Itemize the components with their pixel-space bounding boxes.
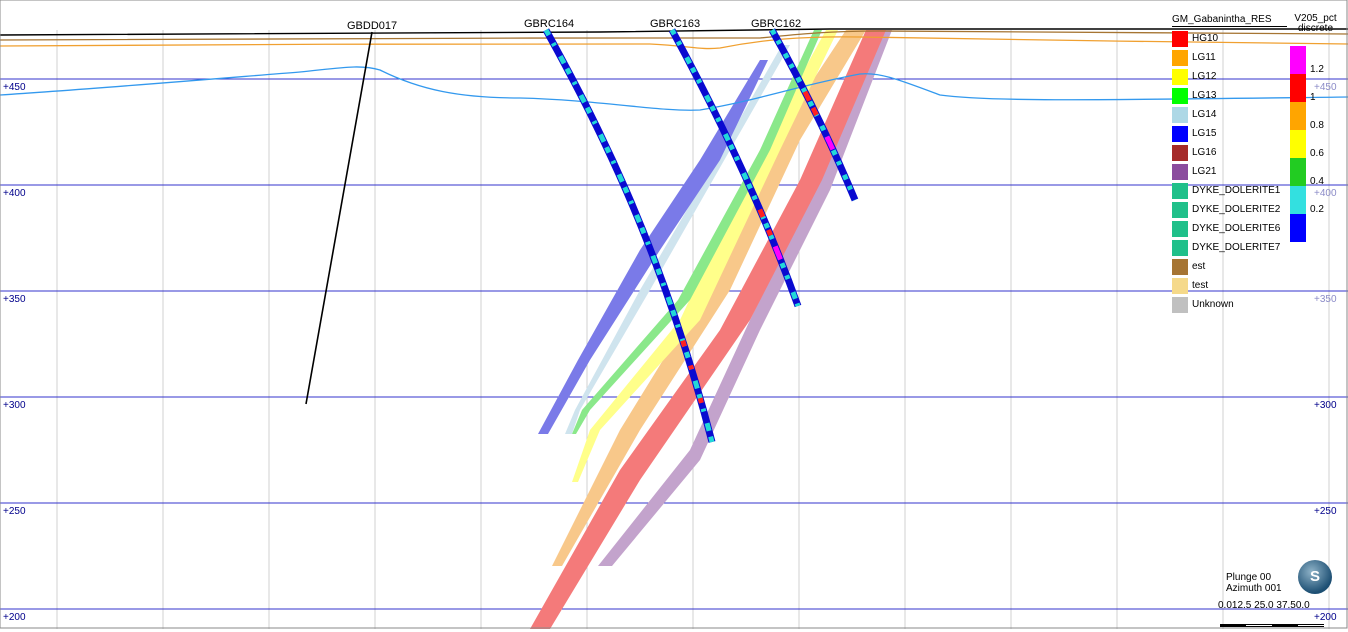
hole-label-gbdd017: GBDD017 [347, 20, 397, 32]
lode-hg10 [530, 30, 886, 629]
v205-color-bar [1290, 46, 1306, 242]
hole-label-gbrc162: GBRC162 [751, 18, 801, 30]
legend-title: GM_Gabanintha_RES [1172, 14, 1287, 27]
legend-item-label: LG21 [1192, 166, 1217, 177]
legend-item-label: LG15 [1192, 128, 1217, 139]
legend-item-label: HG10 [1192, 33, 1219, 44]
elev-label-250: +250 [3, 506, 26, 517]
legend-item: Unknown [1172, 295, 1287, 314]
v205-tick-label: 0.6 [1310, 148, 1324, 159]
v205-tick-label: 0.2 [1310, 204, 1324, 215]
legend-item-label: LG14 [1192, 109, 1217, 120]
v205-tick-label: 0.8 [1310, 120, 1324, 131]
legend-swatch [1172, 144, 1188, 161]
v205-tick-label: 0.4 [1310, 176, 1324, 187]
v205-color-step [1290, 158, 1306, 186]
scale-label: 0.012.5 25.0 37.50.0 [1218, 600, 1310, 611]
v205-color-step [1290, 74, 1306, 102]
elev-label-350: +350 [3, 294, 26, 305]
lithology-legend: GM_Gabanintha_RES HG10 LG11 LG12 LG13 LG14 LG… [1172, 14, 1287, 314]
legend-item-label: LG11 [1192, 52, 1216, 63]
legend-item-label: test [1192, 280, 1209, 291]
hole-label-gbrc164: GBRC164 [524, 18, 574, 30]
legend-item-label: DYKE_DOLERITE2 [1192, 204, 1281, 215]
legend-item: est [1172, 257, 1287, 276]
orientation-widget: Plunge 00 Azimuth 001 S 0.012.5 25.0 37.… [1218, 560, 1338, 627]
azimuth-label: Azimuth 001 [1226, 583, 1282, 594]
legend-swatch [1172, 106, 1188, 123]
legend-item-label: DYKE_DOLERITE6 [1192, 223, 1281, 234]
plunge-label: Plunge 00 [1226, 572, 1272, 583]
legend-swatch [1172, 49, 1188, 66]
v205-legend: V205_pct discrete 1.2 1 0.8 0.6 0.4 0.2 [1288, 13, 1343, 242]
compass-icon[interactable]: S [1298, 560, 1332, 594]
legend-swatch [1172, 125, 1188, 142]
elev-label-400: +400 [3, 188, 26, 199]
legend-item: test [1172, 276, 1287, 295]
legend-item: LG21 [1172, 162, 1287, 181]
lode-bodies [530, 30, 892, 629]
legend-item: LG13 [1172, 86, 1287, 105]
legend-items: HG10 LG11 LG12 LG13 LG14 LG15 LG16 LG21 DYKE_DOL… [1172, 29, 1287, 314]
legend-item-label: LG16 [1192, 147, 1217, 158]
legend-item: LG12 [1172, 67, 1287, 86]
legend-item: DYKE_DOLERITE7 [1172, 238, 1287, 257]
legend-swatch [1172, 87, 1188, 104]
legend-swatch [1172, 277, 1188, 294]
lode-lg14 [565, 45, 790, 434]
elev-label-450: +450 [3, 82, 26, 93]
legend-item: LG11 [1172, 48, 1287, 67]
v205-color-step [1290, 46, 1306, 74]
legend-swatch [1172, 220, 1188, 237]
elev-label-right-450: +450 [1314, 82, 1337, 93]
elev-label-right-200: +200 [1314, 612, 1337, 623]
legend-swatch [1172, 182, 1188, 199]
legend-item-label: DYKE_DOLERITE1 [1192, 185, 1281, 196]
legend-item-label: est [1192, 261, 1206, 272]
scale-bar [1220, 614, 1326, 627]
legend-item-label: DYKE_DOLERITE7 [1192, 242, 1281, 253]
legend-swatch [1172, 296, 1188, 313]
drillhole-gbrc164[interactable] [542, 28, 716, 443]
legend-swatch [1172, 201, 1188, 218]
legend-item-label: LG13 [1192, 90, 1217, 101]
surface-lines [0, 28, 1348, 111]
legend-item: LG14 [1172, 105, 1287, 124]
drillhole-gbrc162[interactable] [768, 28, 859, 202]
elev-label-right-350: +350 [1314, 294, 1337, 305]
elev-label-300: +300 [3, 400, 26, 411]
legend-item-label: Unknown [1192, 299, 1234, 310]
orientation-text: Plunge 00 Azimuth 001 [1226, 572, 1282, 594]
drillhole-gbdd017[interactable] [305, 31, 373, 405]
v205-color-step [1290, 214, 1306, 242]
elev-label-200: +200 [3, 612, 26, 623]
v205-tick-label: 1 [1310, 92, 1316, 103]
elev-label-right-400: +400 [1314, 188, 1337, 199]
v205-color-step [1290, 130, 1306, 158]
v205-color-step [1290, 102, 1306, 130]
vertical-grid [56, 30, 1330, 629]
legend-item: LG16 [1172, 143, 1287, 162]
v205-tick-label: 1.2 [1310, 64, 1324, 75]
legend-item-label: LG12 [1192, 71, 1217, 82]
hole-label-gbrc163: GBRC163 [650, 18, 700, 30]
v205-legend-title: V205_pct [1294, 13, 1337, 24]
legend-swatch [1172, 163, 1188, 180]
legend-swatch [1172, 30, 1188, 47]
legend-swatch [1172, 68, 1188, 85]
legend-item: LG15 [1172, 124, 1287, 143]
elev-label-right-250: +250 [1314, 506, 1337, 517]
v205-color-step [1290, 186, 1306, 214]
legend-item: DYKE_DOLERITE6 [1172, 219, 1287, 238]
elev-label-right-300: +300 [1314, 400, 1337, 411]
legend-item: DYKE_DOLERITE1 [1172, 181, 1287, 200]
legend-item: DYKE_DOLERITE2 [1172, 200, 1287, 219]
legend-swatch [1172, 258, 1188, 275]
legend-item: HG10 [1172, 29, 1287, 48]
drillhole-gbrc163[interactable] [668, 28, 802, 308]
legend-swatch [1172, 239, 1188, 256]
v205-legend-subtitle: discrete [1297, 23, 1333, 34]
